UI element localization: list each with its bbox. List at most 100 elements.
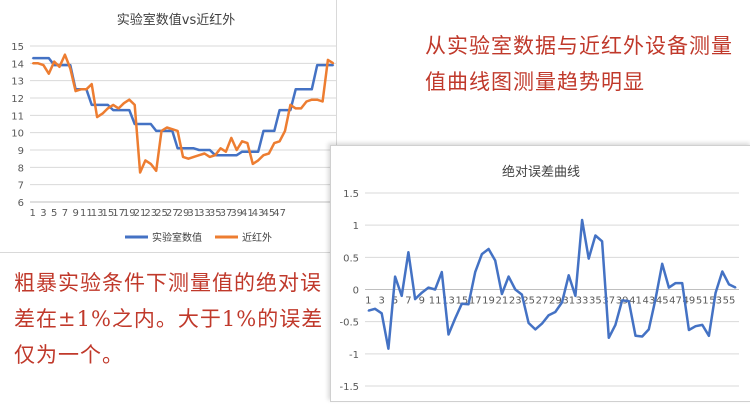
c1-series-1-point bbox=[144, 159, 147, 162]
c2-series-0-point bbox=[668, 286, 670, 289]
c1-series-line-0 bbox=[32, 56, 334, 157]
c1-series-1-point bbox=[203, 152, 206, 155]
c1-ytick-label: 9 bbox=[18, 146, 24, 157]
lab-vs-nir-chart: 实验室数值vs近红外 6 7 8 9 10 11 12 13 14 15 1 3 5 7 9 11 13 15 1… bbox=[0, 0, 337, 253]
c1-series-1-point bbox=[300, 107, 302, 110]
c1-ytick-label: 12 bbox=[11, 94, 24, 105]
c1-series-1-point bbox=[235, 149, 238, 151]
c2-xtick-label: 5 bbox=[392, 296, 398, 307]
c1-series-1-point bbox=[214, 154, 217, 156]
c2-series-0-point bbox=[574, 295, 577, 297]
c1-series-1-point bbox=[58, 66, 61, 68]
c1-series-0-point bbox=[262, 130, 265, 132]
c1-series-1-point bbox=[123, 102, 125, 104]
c1-xtick-label: 43 bbox=[252, 208, 265, 219]
c1-series-0-point bbox=[176, 147, 179, 150]
c1-series-1-point bbox=[155, 170, 157, 172]
c1-series-1-point bbox=[268, 152, 270, 155]
c1-series-1-point bbox=[96, 116, 98, 118]
c1-series-1-point bbox=[101, 112, 104, 115]
c1-series-1-point bbox=[128, 98, 131, 101]
c1-series-0-point bbox=[149, 123, 152, 125]
c2-ytick-label: 1 bbox=[353, 221, 359, 232]
c2-series-0-point bbox=[547, 314, 550, 317]
c2-series-0-point bbox=[621, 299, 623, 302]
c2-series-0-point bbox=[441, 271, 443, 273]
c1-ytick-label: 7 bbox=[18, 181, 24, 192]
c1-series-0-point bbox=[257, 150, 259, 153]
c2-xtick-label: 7 bbox=[405, 296, 411, 307]
c1-series-1-point bbox=[139, 171, 141, 174]
c1-ytick-label: 11 bbox=[11, 111, 24, 122]
c2-series-0-point bbox=[400, 295, 403, 297]
c2-series-0-point bbox=[527, 322, 530, 324]
c2-series-0-point bbox=[654, 298, 657, 300]
c2-ytick-label: -1.5 bbox=[339, 382, 359, 393]
c2-series-0-point bbox=[494, 259, 497, 262]
c2-series-0-point bbox=[461, 302, 463, 305]
c1-series-1-point bbox=[321, 100, 324, 103]
c2-xtick-label: 13 bbox=[442, 296, 455, 307]
c2-series-0-point bbox=[714, 291, 717, 294]
c2-series-0-point bbox=[628, 300, 630, 302]
c1-ytick-label: 8 bbox=[18, 163, 24, 174]
c1-series-1-point bbox=[332, 62, 335, 65]
c2-xtick-label: 47 bbox=[669, 296, 682, 307]
c2-series-0-point bbox=[708, 335, 710, 337]
c1-series-0-point bbox=[37, 57, 39, 59]
c2-series-0-point bbox=[587, 257, 590, 260]
c1-series-0-point bbox=[182, 147, 184, 150]
c2-series-0-point bbox=[648, 328, 650, 331]
c1-series-1-point bbox=[171, 128, 174, 130]
c2-xtick-label: 55 bbox=[723, 296, 736, 307]
c1-series-0-point bbox=[278, 109, 281, 111]
c2-series-line-0 bbox=[367, 218, 737, 350]
c1-series-1-point bbox=[225, 150, 227, 153]
c2-series-0-point bbox=[487, 248, 490, 250]
c2-ytick-label: 0 bbox=[353, 286, 359, 297]
c1-series-1-point bbox=[257, 159, 259, 162]
c1-series-0-point bbox=[246, 150, 249, 153]
c2-series-0-point bbox=[614, 324, 617, 326]
c1-series-1-point bbox=[230, 137, 233, 139]
c1-series-0-point bbox=[117, 109, 120, 111]
c1-ytick-label: 14 bbox=[11, 59, 24, 70]
c1-xtick-label: 33 bbox=[198, 208, 211, 219]
c1-series-0-point bbox=[187, 147, 190, 150]
c1-xtick-label: 45 bbox=[263, 208, 276, 219]
c2-xtick-label: 15 bbox=[455, 296, 468, 307]
c2-series-0-point bbox=[561, 301, 563, 304]
c2-series-0-point bbox=[501, 293, 503, 295]
absolute-error-svg: 绝对误差曲线 -1.5-1-0.500.511.5 1 3 5 7 9 11 13 15 17 1… bbox=[339, 164, 739, 393]
c1-series-0-point bbox=[128, 109, 131, 111]
c2-series-0-point bbox=[581, 219, 583, 221]
c2-series-0-point bbox=[481, 253, 483, 255]
c1-series-1-point bbox=[160, 130, 163, 132]
c1-series-0-point bbox=[230, 154, 233, 156]
c1-series-1-point bbox=[85, 88, 88, 91]
c2-xtick-label: 11 bbox=[429, 296, 442, 307]
trend-annotation: 从实验室数据与近红外设备测量值曲线图测量趋势明显 bbox=[425, 34, 733, 94]
c1-ytick-label: 6 bbox=[18, 198, 24, 209]
c2-series-0-point bbox=[594, 234, 597, 237]
c1-series-1-point bbox=[149, 163, 152, 165]
c2-series-0-point bbox=[467, 303, 470, 306]
c1-series-0-point bbox=[321, 64, 324, 66]
c2-series-0-point bbox=[474, 271, 476, 273]
c2-series-0-point bbox=[387, 347, 390, 350]
c1-xtick-label: 35 bbox=[209, 208, 222, 219]
c1-xtick-label: 41 bbox=[241, 208, 254, 219]
c1-xtick-label: 29 bbox=[177, 208, 190, 219]
c1-xtick-label: 39 bbox=[230, 208, 243, 219]
c1-series-1-point bbox=[327, 59, 329, 61]
c1-series-0-point bbox=[144, 123, 147, 125]
c1-xtick-label: 37 bbox=[220, 208, 233, 219]
c1-series-0-point bbox=[96, 104, 98, 106]
c1-ytick-label: 13 bbox=[11, 77, 24, 88]
c1-series-0-point bbox=[192, 147, 195, 150]
c2-series-0-point bbox=[514, 288, 517, 291]
c2-ytick-label: 1.5 bbox=[343, 189, 359, 200]
c1-ytick-label: 15 bbox=[11, 42, 24, 53]
c1-series-1-point bbox=[251, 163, 254, 165]
